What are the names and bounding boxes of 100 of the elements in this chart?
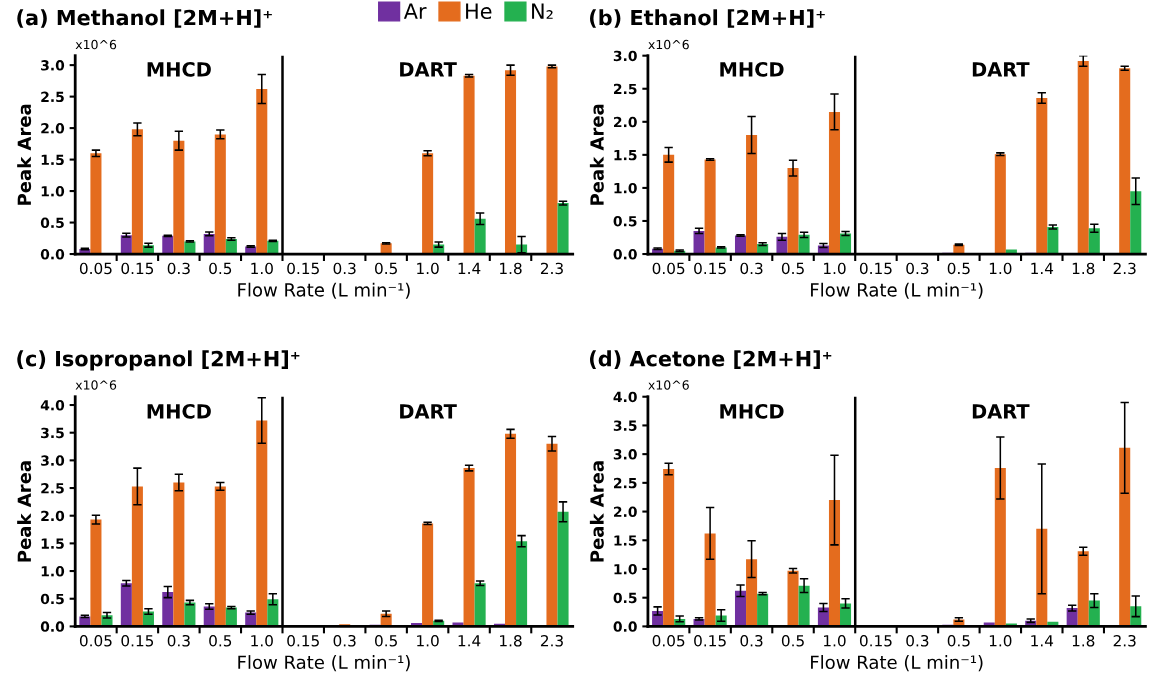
annotation: MHCD xyxy=(720,61,784,77)
x-tick-label: 0.5 xyxy=(781,635,804,647)
x-tick-label: 1.4 xyxy=(458,262,481,274)
x-tick-label: 2.3 xyxy=(1113,262,1136,275)
y-tick-label: 3.0 xyxy=(613,50,637,62)
x-tick-label: 0.15 xyxy=(287,635,319,647)
x-tick-label: 1.4 xyxy=(1031,635,1054,647)
x-tick-label: 0.5 xyxy=(947,635,970,647)
y-tick-label: 3.0 xyxy=(613,449,637,460)
y-tick-label: 1.5 xyxy=(614,535,637,546)
legend-label: N₂ xyxy=(532,3,553,19)
annotation: DART xyxy=(972,404,1030,419)
y-tick-label: 1.0 xyxy=(614,563,637,575)
x-tick-label: 1.8 xyxy=(1072,635,1095,647)
y-tick-label: 3.5 xyxy=(613,420,637,431)
x-tick-label: 2.3 xyxy=(1113,635,1136,647)
chart-title: (d) Acetone [2M+H]⁺ xyxy=(590,350,832,369)
x-tick-label: 0.05 xyxy=(652,262,685,275)
x-tick-label: 0.3 xyxy=(740,635,763,647)
x-tick-label: 0.15 xyxy=(694,262,726,275)
x-tick-label: 0.3 xyxy=(906,635,929,647)
x-tick-label: 0.3 xyxy=(333,635,356,647)
chart-title: (c) Isopropanol [2M+H]⁺ xyxy=(17,350,300,371)
y-tick-label: 2.0 xyxy=(41,123,65,134)
x-tick-label: 1.8 xyxy=(1072,262,1095,275)
legend-label: Ar xyxy=(403,3,427,19)
x-tick-label: 2.3 xyxy=(540,262,563,275)
x-tick-label: 0.5 xyxy=(375,262,397,275)
x-tick-label: 1.0 xyxy=(824,262,846,275)
x-tick-label: 0.3 xyxy=(167,262,190,275)
x-tick-label: 1.8 xyxy=(500,262,522,275)
x-tick-label: 1.0 xyxy=(989,635,1012,647)
x-tick-label: 0.5 xyxy=(209,635,232,647)
y-axis-title: Peak Area xyxy=(17,461,32,562)
y-tick-label: 2.5 xyxy=(614,83,637,95)
x-tick-label: 1.0 xyxy=(251,262,273,275)
y-tick-label: 0.0 xyxy=(40,621,65,632)
x-tick-label: 0.5 xyxy=(781,262,804,275)
x-tick-label: 1.0 xyxy=(417,262,439,275)
x-tick-label: 1.4 xyxy=(1031,262,1054,274)
y-tick-label: 4.0 xyxy=(40,399,65,411)
y-axis-title: Peak Area xyxy=(589,461,604,562)
x-tick-label: 0.3 xyxy=(333,262,356,275)
text: x10^6 xyxy=(648,380,689,390)
y-tick-label: 2.5 xyxy=(41,483,64,494)
y-tick-label: 1.0 xyxy=(41,566,65,577)
y-tick-label: 2.0 xyxy=(41,510,65,522)
y-axis-title: Peak Area xyxy=(589,104,604,205)
x-tick-label: 1.4 xyxy=(458,635,481,647)
annotation: MHCD xyxy=(147,61,211,77)
x-tick-label: 0.15 xyxy=(121,262,154,275)
x-axis-title: Flow Rate (L min⁻¹) xyxy=(811,282,983,299)
text: x10^6 xyxy=(648,39,689,50)
text: x10^6 xyxy=(75,380,117,390)
y-tick-label: 0.0 xyxy=(40,249,65,260)
x-tick-label: 1.0 xyxy=(989,262,1012,275)
x-axis-title: Flow Rate (L min⁻¹) xyxy=(238,655,410,672)
x-tick-label: 0.5 xyxy=(375,635,397,647)
x-tick-label: 0.05 xyxy=(79,262,112,275)
x-tick-label: 2.3 xyxy=(540,635,563,647)
x-tick-label: 0.3 xyxy=(740,262,763,275)
y-tick-label: 2.5 xyxy=(614,477,637,489)
annotation: DART xyxy=(400,404,457,419)
chart-title: (a) Methanol [2M+H]⁺ xyxy=(17,9,272,28)
y-tick-label: 1.5 xyxy=(614,150,637,161)
x-tick-label: 0.15 xyxy=(121,635,154,647)
y-tick-label: 0.5 xyxy=(40,593,64,605)
x-tick-label: 0.15 xyxy=(859,262,892,275)
y-axis-title: Peak Area xyxy=(17,104,32,205)
y-tick-label: 4.0 xyxy=(613,391,637,403)
x-tick-label: 1.0 xyxy=(417,635,439,647)
x-tick-label: 1.0 xyxy=(824,635,846,647)
x-tick-label: 0.15 xyxy=(287,262,319,275)
legend-label: He xyxy=(466,3,492,20)
y-tick-label: 1.0 xyxy=(614,182,637,194)
x-axis-title: Flow Rate (L min⁻¹) xyxy=(811,655,983,672)
y-tick-label: 1.0 xyxy=(41,186,65,197)
y-tick-label: 0.0 xyxy=(613,249,637,260)
annotation: DART xyxy=(400,62,457,77)
x-tick-label: 0.3 xyxy=(906,262,929,275)
x-tick-label: 0.05 xyxy=(79,635,112,647)
x-tick-label: 0.3 xyxy=(167,635,190,647)
y-tick-label: 3.0 xyxy=(41,60,65,71)
y-tick-label: 0.0 xyxy=(613,621,637,632)
text: x10^6 xyxy=(75,39,117,50)
x-tick-label: 0.15 xyxy=(694,635,726,647)
x-tick-label: 0.5 xyxy=(209,262,232,275)
x-axis-title: Flow Rate (L min⁻¹) xyxy=(238,282,410,299)
y-tick-label: 2.0 xyxy=(614,116,637,128)
y-tick-label: 1.5 xyxy=(41,154,64,166)
y-tick-label: 0.5 xyxy=(613,215,637,227)
chart-title: (b) Ethanol [2M+H]⁺ xyxy=(590,9,825,28)
y-tick-label: 0.5 xyxy=(613,592,637,604)
y-tick-label: 0.5 xyxy=(40,217,64,229)
y-tick-label: 2.5 xyxy=(41,91,64,103)
x-tick-label: 1.8 xyxy=(500,635,522,647)
x-tick-label: 1.0 xyxy=(251,635,273,647)
y-tick-label: 3.5 xyxy=(41,427,64,439)
y-tick-label: 3.0 xyxy=(41,455,65,466)
y-tick-label: 1.5 xyxy=(41,538,64,549)
